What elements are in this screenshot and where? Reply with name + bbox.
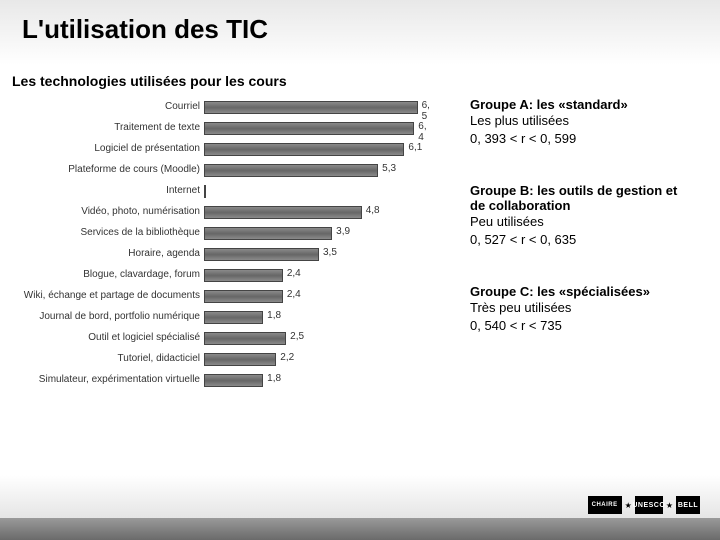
bar-value: 6,1 <box>404 142 422 153</box>
bar-track: 6, 4 <box>204 122 434 135</box>
chart-subtitle: Les technologies utilisées pour les cour… <box>0 45 720 89</box>
bar-track <box>204 185 434 198</box>
chart-row: Tutoriel, didacticiel 2,2 <box>4 349 450 370</box>
bar-chart: Courriel6, 5Traitement de texte6, 4Logic… <box>0 97 450 391</box>
chart-row: Vidéo, photo, numérisation 4,8 <box>4 202 450 223</box>
bar-value: 1,8 <box>263 310 281 321</box>
logo-star-icon: ★ <box>625 501 632 510</box>
bar <box>204 143 404 156</box>
chart-row: Horaire, agenda 3,5 <box>4 244 450 265</box>
group-b: Groupe B: les outils de gestion et de co… <box>470 183 690 248</box>
bar <box>204 122 414 135</box>
chart-row: Simulateur, expérimentation virtuelle 1,8 <box>4 370 450 391</box>
bar-value: 2,5 <box>286 331 304 342</box>
footer-logo: CHAIRE ★ UNESCO ★ BELL <box>588 496 700 514</box>
group-title: Groupe A: les «standard» <box>470 97 690 112</box>
bar <box>204 311 263 324</box>
chart-row: Outil et logiciel spécialisé 2,5 <box>4 328 450 349</box>
bar-track: 2,4 <box>204 269 434 282</box>
page-title: L'utilisation des TIC <box>0 0 720 45</box>
bar-value: 6, 5 <box>418 100 434 122</box>
bar-track: 6, 5 <box>204 101 434 114</box>
chart-label: Outil et logiciel spécialisé <box>4 333 204 344</box>
bar-value: 3,9 <box>332 226 350 237</box>
group-text: Les plus utilisées <box>470 112 690 130</box>
bar-track: 3,5 <box>204 248 434 261</box>
bar-track: 6,1 <box>204 143 434 156</box>
chart-label: Traitement de texte <box>4 123 204 134</box>
bar <box>204 206 362 219</box>
group-text: 0, 393 < r < 0, 599 <box>470 130 690 148</box>
chart-label: Vidéo, photo, numérisation <box>4 207 204 218</box>
group-text: Très peu utilisées <box>470 299 690 317</box>
bar-track: 1,8 <box>204 374 434 387</box>
chart-row: Journal de bord, portfolio numérique 1,8 <box>4 307 450 328</box>
chart-row: Services de la bibliothèque 3,9 <box>4 223 450 244</box>
group-title: Groupe C: les «spécialisées» <box>470 284 690 299</box>
bar-value: 5,3 <box>378 163 396 174</box>
bar-track: 1,8 <box>204 311 434 324</box>
group-text: Peu utilisées <box>470 213 690 231</box>
bar-track: 4,8 <box>204 206 434 219</box>
chart-label: Internet <box>4 186 204 197</box>
bar-track: 2,2 <box>204 353 434 366</box>
bar <box>204 290 283 303</box>
bar <box>204 353 276 366</box>
group-text: 0, 540 < r < 735 <box>470 317 690 335</box>
chart-row: Blogue, clavardage, forum 2,4 <box>4 265 450 286</box>
chart-label: Tutoriel, didacticiel <box>4 354 204 365</box>
chart-label: Logiciel de présentation <box>4 144 204 155</box>
logo-star-icon: ★ <box>666 501 673 510</box>
bar <box>204 164 378 177</box>
bar <box>204 248 319 261</box>
bar-value: 2,4 <box>283 268 301 279</box>
chart-label: Blogue, clavardage, forum <box>4 270 204 281</box>
bar <box>204 332 286 345</box>
content-area: Courriel6, 5Traitement de texte6, 4Logic… <box>0 89 720 391</box>
chart-label: Horaire, agenda <box>4 249 204 260</box>
bar-value: 1,8 <box>263 373 281 384</box>
chart-row: Traitement de texte6, 4 <box>4 118 450 139</box>
group-descriptions: Groupe A: les «standard» Les plus utilis… <box>450 97 700 391</box>
bar-track: 2,5 <box>204 332 434 345</box>
bar <box>204 227 332 240</box>
logo-bell: BELL <box>676 496 700 514</box>
chart-label: Simulateur, expérimentation virtuelle <box>4 375 204 386</box>
bar <box>204 101 418 114</box>
chart-label: Wiki, échange et partage de documents <box>4 291 204 302</box>
bar-value: 2,2 <box>276 352 294 363</box>
bar <box>204 374 263 387</box>
chart-row: Courriel6, 5 <box>4 97 450 118</box>
chart-row: Logiciel de présentation 6,1 <box>4 139 450 160</box>
group-a: Groupe A: les «standard» Les plus utilis… <box>470 97 690 147</box>
logo-chaire: CHAIRE <box>588 496 622 514</box>
bar-track: 3,9 <box>204 227 434 240</box>
bar-value: 6, 4 <box>414 121 434 143</box>
chart-row: Plateforme de cours (Moodle) 5,3 <box>4 160 450 181</box>
bar-track: 5,3 <box>204 164 434 177</box>
bar-track: 2,4 <box>204 290 434 303</box>
chart-row: Wiki, échange et partage de documents 2,4 <box>4 286 450 307</box>
chart-row: Internet <box>4 181 450 202</box>
bar-value: 3,5 <box>319 247 337 258</box>
chart-label: Plateforme de cours (Moodle) <box>4 165 204 176</box>
chart-label: Services de la bibliothèque <box>4 228 204 239</box>
group-c: Groupe C: les «spécialisées» Très peu ut… <box>470 284 690 334</box>
footer-bar <box>0 518 720 540</box>
logo-unesco: UNESCO <box>635 496 663 514</box>
group-text: 0, 527 < r < 0, 635 <box>470 231 690 249</box>
chart-label: Journal de bord, portfolio numérique <box>4 312 204 323</box>
bar <box>204 269 283 282</box>
chart-label: Courriel <box>4 102 204 113</box>
bar-value: 4,8 <box>362 205 380 216</box>
bar-value: 2,4 <box>283 289 301 300</box>
group-title: Groupe B: les outils de gestion et de co… <box>470 183 690 213</box>
bar <box>204 185 206 198</box>
